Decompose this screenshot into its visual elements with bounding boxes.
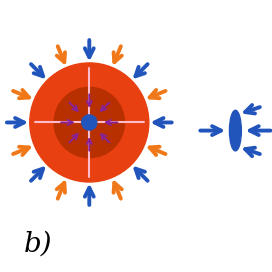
Circle shape xyxy=(82,115,97,130)
Circle shape xyxy=(30,63,149,182)
Text: b): b) xyxy=(24,231,52,258)
Ellipse shape xyxy=(230,110,241,151)
Circle shape xyxy=(54,87,125,158)
